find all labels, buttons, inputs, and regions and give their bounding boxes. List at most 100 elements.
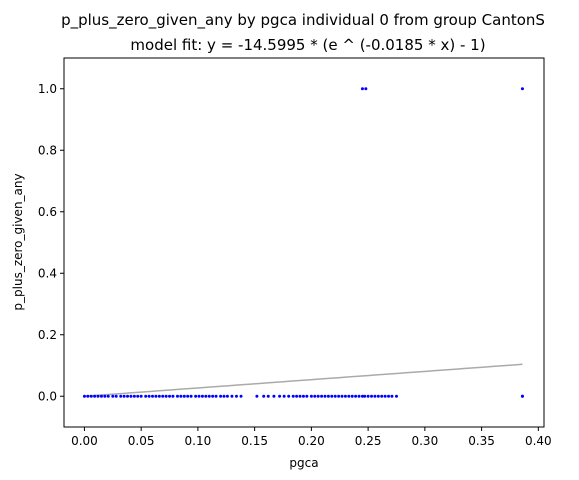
data-point [126, 394, 130, 398]
data-point [364, 87, 368, 91]
data-point [394, 394, 398, 398]
y-tick-label: 0.8 [38, 143, 57, 157]
data-point [200, 394, 204, 398]
x-tick-label: 0.25 [355, 434, 382, 448]
data-point [230, 394, 234, 398]
data-point [168, 394, 172, 398]
y-axis-label: p_plus_zero_given_any [11, 173, 25, 310]
chart-title: p_plus_zero_given_any by pgca individual… [61, 11, 545, 30]
data-point [222, 394, 226, 398]
x-tick-label: 0.20 [298, 434, 325, 448]
data-point [287, 394, 291, 398]
data-point [316, 394, 320, 398]
data-point [119, 394, 123, 398]
data-point [301, 394, 305, 398]
x-axis-label: pgca [289, 456, 318, 470]
y-axis-ticks: 0.0 0.2 0.4 0.6 0.8 1.0 [38, 82, 64, 403]
data-point [272, 394, 276, 398]
data-point [211, 394, 215, 398]
data-point [350, 394, 354, 398]
data-point [182, 394, 186, 398]
data-point [161, 394, 165, 398]
data-point [179, 394, 183, 398]
data-point [122, 394, 126, 398]
data-point [139, 394, 143, 398]
data-point [370, 394, 374, 398]
data-point [93, 394, 97, 398]
data-point [390, 394, 394, 398]
data-point [278, 394, 282, 398]
data-point [333, 394, 337, 398]
x-axis-ticks: 0.00 0.05 0.10 0.15 0.20 0.25 0.30 0.35 0.40 [71, 427, 552, 448]
data-point [360, 87, 364, 91]
x-tick-label: 0.30 [411, 434, 438, 448]
data-point [214, 394, 218, 398]
data-point [347, 394, 351, 398]
x-tick-label: 0.05 [128, 434, 155, 448]
y-tick-label: 0.6 [38, 205, 57, 219]
data-point [197, 394, 201, 398]
data-point [151, 394, 155, 398]
data-point [262, 394, 266, 398]
data-point [82, 394, 86, 398]
data-point [387, 394, 391, 398]
data-point [89, 394, 93, 398]
y-tick-label: 0.0 [38, 389, 57, 403]
data-point [326, 394, 330, 398]
data-point [376, 394, 380, 398]
data-point [357, 394, 361, 398]
data-point [313, 394, 317, 398]
data-point [330, 394, 334, 398]
data-point [99, 394, 103, 398]
data-point [194, 394, 198, 398]
data-point [366, 394, 370, 398]
data-point [239, 394, 243, 398]
x-tick-label: 0.40 [525, 434, 552, 448]
data-point [234, 394, 238, 398]
data-point [291, 394, 295, 398]
data-point [154, 394, 158, 398]
data-point [298, 394, 302, 398]
data-point [144, 394, 148, 398]
data-point [164, 394, 168, 398]
y-tick-label: 0.4 [38, 266, 57, 280]
data-point [373, 394, 377, 398]
data-point [255, 394, 259, 398]
y-tick-label: 1.0 [38, 82, 57, 96]
data-point [520, 87, 524, 91]
data-point [282, 394, 286, 398]
data-point [323, 394, 327, 398]
data-point [129, 394, 133, 398]
y-tick-label: 0.2 [38, 328, 57, 342]
data-point [207, 394, 211, 398]
data-point [219, 394, 223, 398]
data-point [305, 394, 309, 398]
data-point [186, 394, 190, 398]
data-point [343, 394, 347, 398]
data-point [320, 394, 324, 398]
data-point [171, 394, 175, 398]
data-point [132, 394, 136, 398]
x-tick-label: 0.35 [468, 434, 495, 448]
x-tick-label: 0.15 [241, 434, 268, 448]
data-point [114, 394, 118, 398]
fit-curve [84, 363, 523, 397]
data-point [204, 394, 208, 398]
data-point [136, 394, 140, 398]
data-point [147, 394, 151, 398]
plot-area-frame [63, 57, 545, 428]
data-point [111, 394, 115, 398]
data-point [175, 394, 179, 398]
data-point [383, 394, 387, 398]
x-tick-label: 0.00 [71, 434, 98, 448]
data-points-layer [82, 87, 524, 398]
x-tick-label: 0.10 [185, 434, 212, 448]
data-point [225, 394, 229, 398]
chart-subtitle: model fit: y = -14.5995 * (e ^ (-0.0185 … [130, 36, 485, 54]
data-point [266, 394, 270, 398]
data-point [363, 394, 367, 398]
data-point [354, 394, 358, 398]
data-point [157, 394, 161, 398]
data-point [309, 394, 313, 398]
